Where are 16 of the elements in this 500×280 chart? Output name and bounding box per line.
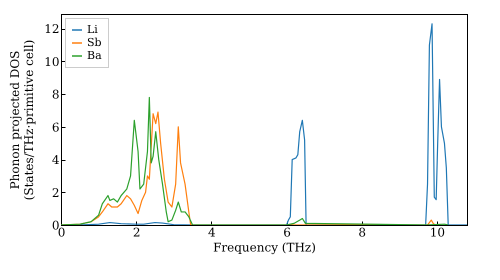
y-tick-label: 4: [52, 153, 60, 168]
legend-label: Ba: [87, 49, 102, 62]
x-tick-label: 10: [430, 226, 446, 240]
y-axis-title: Phonon projected DOS (States/THz·primitive cell): [8, 40, 36, 200]
y-tick-label: 2: [52, 186, 60, 200]
legend-label: Sb: [87, 36, 102, 49]
x-tick-label: 2: [132, 226, 141, 240]
x-tick-label: 6: [283, 226, 291, 240]
x-tick-label: 8: [358, 226, 366, 240]
x-axis-title: Frequency (THz): [213, 240, 316, 254]
y-tick-label: 8: [52, 88, 60, 102]
legend-label: Li: [87, 23, 98, 36]
x-tick-label: 4: [208, 226, 216, 240]
y-tick-label: 10: [44, 54, 60, 69]
y-tick-label: 12: [44, 22, 60, 36]
y-tick-label: 6: [52, 120, 60, 134]
